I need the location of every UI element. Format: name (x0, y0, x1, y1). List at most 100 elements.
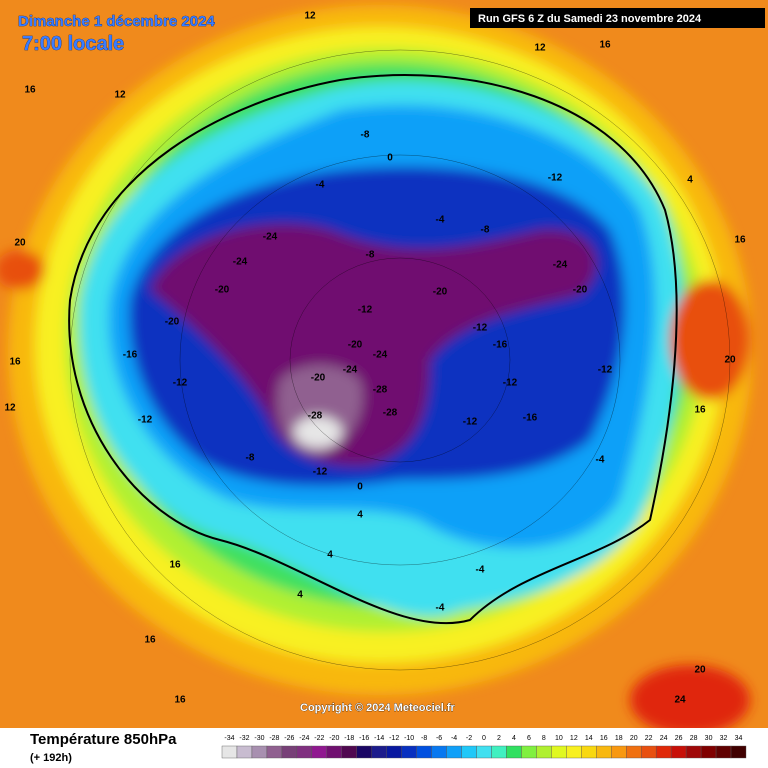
legend-label: 2 (497, 735, 501, 742)
legend-swatch (401, 745, 417, 759)
contour-label: -24 (553, 260, 568, 271)
contour-label: -20 (311, 373, 326, 384)
legend-label: -2 (466, 735, 472, 742)
legend-label: -34 (224, 735, 234, 742)
contour-label: -12 (173, 378, 188, 389)
contour-label: -4 (436, 215, 445, 226)
legend-label: 20 (630, 735, 638, 742)
run-box (470, 8, 765, 28)
legend-swatch (371, 745, 387, 759)
legend-swatch (521, 745, 537, 759)
legend-swatch (461, 745, 477, 759)
legend-label: 32 (720, 735, 728, 742)
legend-label: -16 (359, 735, 369, 742)
legend-label: 0 (482, 735, 486, 742)
contour-label: 24 (674, 695, 686, 706)
legend-swatch (431, 745, 447, 759)
legend-swatch (266, 745, 283, 759)
legend-swatch (326, 745, 342, 759)
contour-label: -24 (343, 365, 358, 376)
contour-label: -4 (476, 565, 485, 576)
contour-label: 16 (9, 357, 21, 368)
contour-label: 4 (327, 550, 333, 561)
contour-label: 16 (694, 405, 706, 416)
contour-label: -4 (596, 455, 605, 466)
contour-label: -4 (316, 180, 325, 191)
legend-swatch (506, 745, 522, 759)
legend-swatch (626, 745, 642, 759)
contour-label: -4 (436, 603, 445, 614)
legend-label: -26 (284, 735, 294, 742)
legend-label: 26 (675, 735, 683, 742)
contour-label: -16 (493, 340, 508, 351)
footer-lead: (+ 192h) (30, 752, 72, 764)
legend-swatch (341, 745, 357, 759)
contour-label: -8 (246, 453, 255, 464)
contour-label: 16 (144, 635, 156, 646)
legend-swatch (551, 745, 567, 759)
contour-label: -24 (263, 232, 278, 243)
legend-swatch (611, 745, 627, 759)
time: 7:00 locale (22, 33, 124, 55)
legend-swatch (296, 745, 313, 759)
legend-label: -32 (239, 735, 249, 742)
legend-swatch (221, 745, 238, 759)
contour-label: 16 (174, 695, 186, 706)
legend-label: 6 (527, 735, 531, 742)
legend-swatch (386, 745, 402, 759)
contour-label: -28 (373, 385, 388, 396)
legend-swatch (655, 745, 672, 759)
legend-label: -10 (404, 735, 414, 742)
legend-label: -28 (269, 735, 279, 742)
legend-swatch (670, 745, 687, 759)
run-info: Run GFS 6 Z du Samedi 23 novembre 2024 (478, 13, 702, 25)
contour-label: -20 (348, 340, 363, 351)
contour-label: -20 (165, 317, 180, 328)
legend-label: -20 (329, 735, 339, 742)
legend-label: -12 (389, 735, 399, 742)
legend-label: -22 (314, 735, 324, 742)
contour-label: -12 (473, 323, 488, 334)
contour-label: -20 (573, 285, 588, 296)
legend-label: 34 (735, 735, 743, 742)
legend-label: 18 (615, 735, 623, 742)
contour-label: 20 (724, 355, 736, 366)
legend-label: 16 (600, 735, 608, 742)
contour-label: 4 (687, 175, 693, 186)
contour-label: -8 (366, 250, 375, 261)
legend-swatch (700, 745, 717, 759)
contour-label: 12 (4, 403, 16, 414)
contour-labels: -12 -20 -24 -24 -20 -20 -16 -12 -12 -8 -12 0 -20 -24 -… (4, 11, 746, 706)
legend-swatch (536, 745, 552, 759)
legend-swatch (416, 745, 432, 759)
legend-swatch (685, 745, 702, 759)
legend-label: -6 (436, 735, 442, 742)
legend: -34 -32 -30 -28 -26 -24 -22 -20 -18 -16 -14 -12 -10-… (221, 735, 747, 759)
legend-label: 28 (690, 735, 698, 742)
legend-label: -8 (421, 735, 427, 742)
legend-label: -4 (451, 735, 457, 742)
contour-label: -12 (548, 173, 563, 184)
contour-label: 16 (734, 235, 746, 246)
legend-label: -24 (299, 735, 309, 742)
contour-label: 0 (387, 153, 393, 164)
legend-label: -30 (254, 735, 264, 742)
legend-swatch (596, 745, 612, 759)
legend-label: -14 (374, 735, 384, 742)
legend-swatch (281, 745, 298, 759)
temperature-field (0, 0, 768, 735)
legend-label: -18 (344, 735, 354, 742)
legend-label: 8 (542, 735, 546, 742)
legend-swatch (311, 745, 328, 759)
contour-label: 16 (24, 85, 36, 96)
contour-label: -12 (463, 417, 478, 428)
legend-swatch (730, 745, 747, 759)
legend-swatch (446, 745, 462, 759)
contour-label: 12 (114, 90, 126, 101)
contour-label: -28 (308, 411, 323, 422)
legend-swatch (236, 745, 253, 759)
legend-swatch (566, 745, 582, 759)
legend-label: 24 (660, 735, 668, 742)
contour-label: 16 (599, 40, 611, 51)
